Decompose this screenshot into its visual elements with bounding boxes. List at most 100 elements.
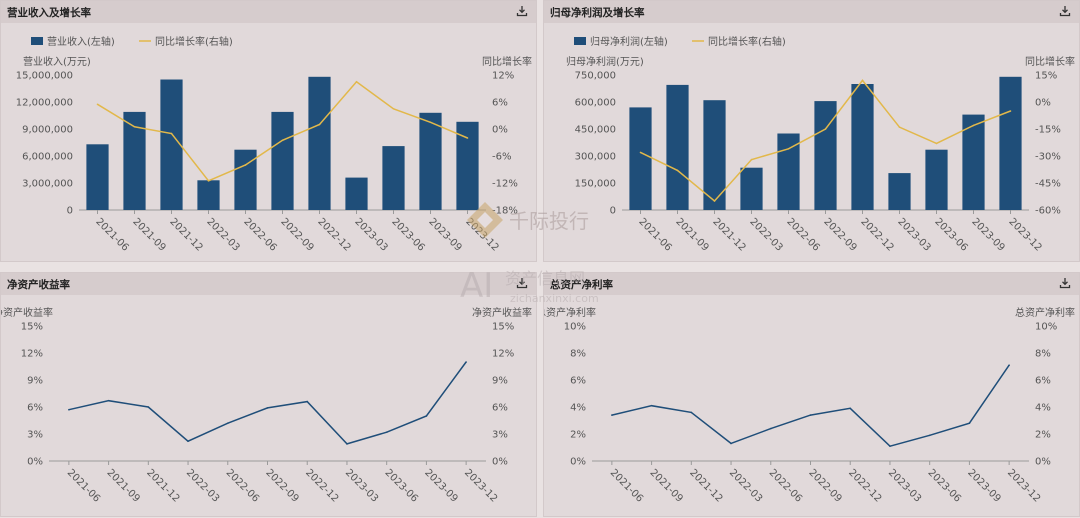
right-tick-label: 0%	[1035, 98, 1051, 109]
bar	[888, 173, 911, 210]
right-tick-label: -60%	[1035, 206, 1061, 217]
left-tick-label: 9%	[27, 376, 43, 387]
line-point	[107, 399, 110, 402]
right-tick-label: 9%	[492, 376, 508, 387]
x-tick-label: 2023-12	[462, 467, 499, 504]
panel-header: 净资产收益率	[1, 273, 536, 295]
right-tick-label: 12%	[492, 71, 514, 82]
right-tick-label: 2%	[1035, 430, 1051, 441]
left-tick-label: 6,000,000	[22, 152, 73, 163]
right-tick-label: 4%	[1035, 403, 1051, 414]
left-tick-label: 0%	[570, 457, 586, 468]
x-tick-label: 2023-03	[886, 467, 923, 504]
line-point	[266, 407, 269, 409]
x-tick-label: 2023-09	[426, 216, 463, 253]
line-point	[187, 440, 189, 442]
x-tick-label: 2021-06	[65, 467, 102, 504]
x-tick-label: 2022-09	[278, 216, 315, 253]
revenue-panel: 营业收入及增长率 营业收入(左轴) 同比增长率(右轴) 营业收入(万元) 同比增长率 0…	[0, 0, 537, 262]
line-point	[170, 132, 173, 135]
x-tick-label: 2023-12	[1005, 467, 1042, 504]
bar	[740, 167, 763, 210]
line-point	[639, 151, 642, 154]
download-icon[interactable]	[1059, 5, 1071, 17]
download-icon[interactable]	[516, 277, 528, 289]
x-tick-label: 2021-06	[608, 467, 645, 504]
left-tick-label: 150,000	[575, 179, 616, 190]
x-tick-label: 2022-09	[263, 467, 300, 504]
legend-label: 同比增长率(右轴)	[155, 35, 233, 48]
line-point	[898, 126, 901, 128]
x-tick-label: 2021-12	[710, 216, 747, 253]
x-tick-label: 2023-09	[969, 216, 1006, 253]
series-line	[68, 361, 467, 445]
left-axis-label: 营业收入(万元)	[23, 55, 91, 68]
x-tick-label: 2023-06	[932, 216, 969, 253]
right-tick-label: 0%	[492, 125, 508, 136]
line-point	[928, 434, 931, 437]
x-tick-label: 2021-09	[647, 467, 684, 504]
line-point	[611, 414, 613, 416]
legend-bar-swatch	[574, 37, 586, 45]
x-tick-label: 2021-12	[144, 467, 181, 504]
line-point	[769, 427, 772, 430]
line-point	[713, 200, 716, 202]
revenue-chart: 营业收入(左轴) 同比增长率(右轴) 营业收入(万元) 同比增长率 0 -18% 3,000…	[16, 35, 532, 254]
left-tick-label: 6%	[570, 376, 586, 387]
bar	[629, 107, 652, 210]
left-axis-label: 总资产净利率	[544, 306, 596, 319]
right-tick-label: 15%	[492, 322, 514, 333]
x-tick-label: 2021-09	[673, 216, 710, 253]
line-point	[1008, 364, 1010, 366]
x-tick-label: 2023-12	[463, 216, 500, 253]
right-tick-label: 0%	[492, 457, 508, 468]
x-tick-label: 2022-06	[767, 467, 804, 504]
right-axis-label: 同比增长率	[1025, 55, 1075, 68]
net-profit-chart: 归母净利润(左轴) 同比增长率(右轴) 归母净利润(万元) 同比增长率 0 -60% 150…	[566, 35, 1075, 254]
x-tick-label: 2023-09	[422, 467, 459, 504]
line-point	[1009, 110, 1012, 112]
right-axis-label: 净资产收益率	[472, 306, 532, 319]
right-tick-label: -30%	[1035, 152, 1061, 163]
right-tick-label: 15%	[1035, 71, 1057, 82]
right-axis-label: 总资产净利率	[1015, 306, 1075, 319]
left-tick-label: 750,000	[575, 71, 616, 82]
line-point	[465, 361, 467, 363]
right-tick-label: -18%	[492, 206, 518, 217]
bar	[666, 84, 689, 210]
download-icon[interactable]	[516, 5, 528, 17]
bar	[382, 146, 405, 210]
line-point	[968, 422, 971, 424]
line-point	[318, 123, 321, 126]
download-icon[interactable]	[1059, 277, 1071, 289]
left-tick-label: 3,000,000	[22, 179, 73, 190]
line-point	[392, 107, 395, 110]
right-axis-label: 同比增长率	[482, 55, 532, 68]
roe-panel: 净资产收益率 净资产收益率净资产收益率0%0%3%3%6%6%9%9%12%12…	[0, 272, 537, 517]
x-tick-label: 2022-03	[727, 467, 764, 504]
line-point	[849, 407, 852, 410]
line-point	[306, 400, 309, 403]
line-point	[425, 415, 428, 417]
left-tick-label: 15,000,000	[16, 71, 73, 82]
panel-header: 归母净利润及增长率	[544, 1, 1079, 23]
x-tick-label: 2022-03	[204, 216, 241, 253]
bar	[999, 76, 1022, 210]
left-tick-label: 450,000	[575, 125, 616, 136]
x-tick-label: 2023-03	[895, 216, 932, 253]
line-point	[385, 431, 388, 433]
right-tick-label: 3%	[492, 430, 508, 441]
bar	[197, 180, 220, 210]
roa-chart: 总资产净利率 总资产净利率 0% 0% 2% 2% 4% 4% 6% 6% 8% 8% 10% 10% 20…	[544, 306, 1075, 505]
line-point	[207, 179, 210, 182]
left-tick-label: 2%	[570, 430, 586, 441]
right-tick-label: -15%	[1035, 125, 1061, 136]
line-point	[429, 121, 432, 124]
left-tick-label: 4%	[570, 403, 586, 414]
panel-title: 净资产收益率	[7, 279, 70, 291]
left-tick-label: 0	[610, 206, 616, 217]
bar	[86, 144, 109, 210]
legend-label: 归母净利润(左轴)	[590, 35, 668, 48]
right-tick-label: -12%	[492, 179, 518, 190]
left-tick-label: 9,000,000	[22, 125, 73, 136]
